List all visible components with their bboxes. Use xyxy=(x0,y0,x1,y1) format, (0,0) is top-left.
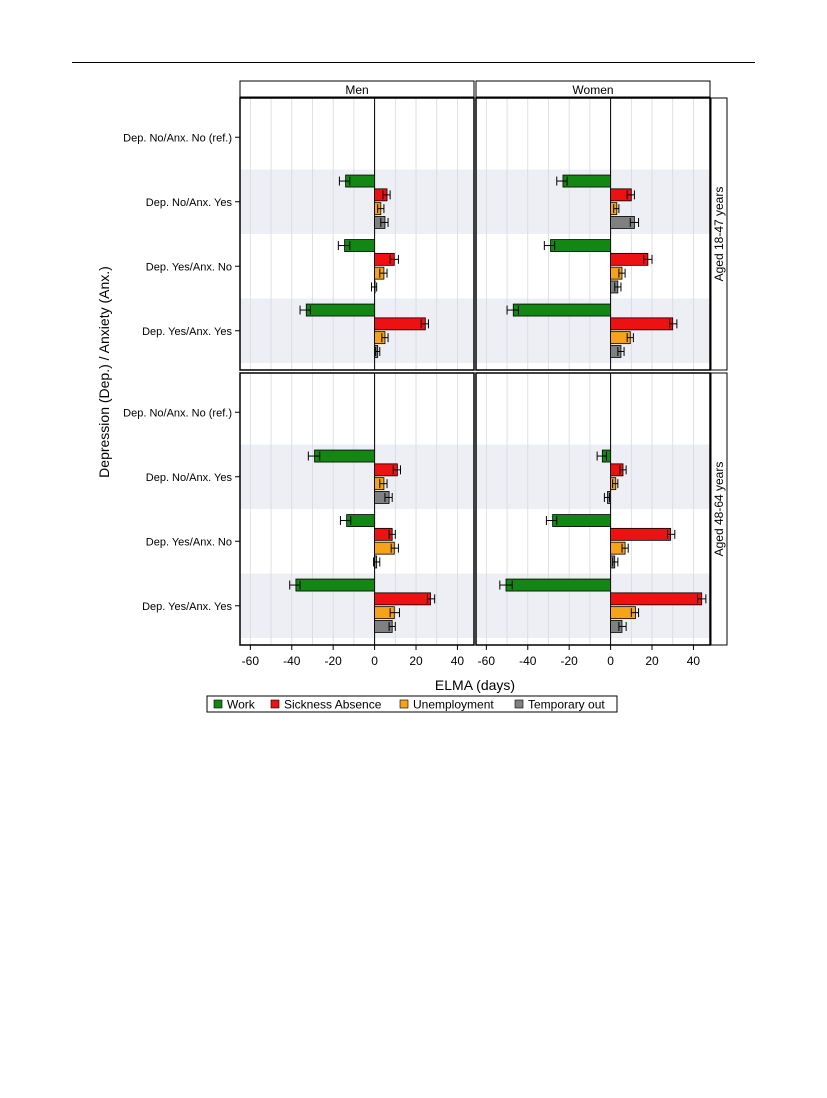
row-strip-label: Aged 18-47 years xyxy=(712,187,726,282)
row-strip-label: Aged 48-64 years xyxy=(712,462,726,557)
chart-panel: -60 -40 -20 0 20 40 xyxy=(475,372,711,668)
legend-swatch xyxy=(399,699,409,709)
row-strip-box xyxy=(710,97,728,371)
x-tick-label: -40 xyxy=(519,654,537,668)
bar-sickness-absence xyxy=(610,252,649,266)
panel-frame xyxy=(475,372,711,646)
y-tick-label: Dep. No/Anx. No (ref.) xyxy=(123,407,232,419)
y-tick-label: Dep. Yes/Anx. No xyxy=(146,261,232,273)
x-tick-label: -60 xyxy=(242,654,260,668)
bar-sickness-absence xyxy=(374,592,431,606)
x-tick-label: -20 xyxy=(561,654,579,668)
category-band xyxy=(476,444,710,509)
page-header-rule xyxy=(72,62,755,63)
legend-label: Sickness Absence xyxy=(284,698,382,712)
bar-work xyxy=(295,578,376,592)
bar-work xyxy=(314,449,376,463)
bar-sickness-absence xyxy=(610,592,703,606)
panel-frame xyxy=(239,97,475,371)
column-header-label: Women xyxy=(572,83,613,97)
legend-swatch xyxy=(270,699,280,709)
bar-sickness-absence xyxy=(610,527,672,541)
panel-frame xyxy=(239,372,475,646)
chart-panel: Dep. No/Anx. No (ref.) Dep. No/Anx. Yes De… xyxy=(123,372,475,668)
panel-frame xyxy=(475,97,711,371)
y-tick-label: Dep. No/Anx. No (ref.) xyxy=(123,132,232,144)
bar-work xyxy=(305,303,376,317)
x-tick-label: 40 xyxy=(687,654,701,668)
bar-work xyxy=(550,239,612,252)
column-header-label: Men xyxy=(345,83,368,97)
chart-panel: Dep. No/Anx. No (ref.) Dep. No/Anx. Yes De… xyxy=(123,97,475,371)
column-header-box xyxy=(475,80,711,98)
y-tick-label: Dep. No/Anx. Yes xyxy=(146,472,233,484)
y-tick-label: Dep. Yes/Anx. No xyxy=(146,536,232,548)
legend-swatch xyxy=(213,699,223,709)
x-tick-label: -20 xyxy=(325,654,343,668)
x-tick-label: -60 xyxy=(478,654,496,668)
legend-label: Temporary out xyxy=(528,698,605,712)
x-tick-label: 40 xyxy=(451,654,465,668)
legend-box xyxy=(206,695,618,713)
x-tick-label: 20 xyxy=(645,654,659,668)
y-tick-label: Dep. No/Anx. Yes xyxy=(146,197,233,209)
x-tick-label: 0 xyxy=(371,654,378,668)
row-strip-box xyxy=(710,372,728,646)
x-tick-label: 0 xyxy=(607,654,614,668)
y-tick-label: Dep. Yes/Anx. Yes xyxy=(142,326,232,338)
legend-label: Work xyxy=(227,698,256,712)
chart-panel xyxy=(475,97,711,371)
bar-sickness-absence xyxy=(374,317,426,331)
bar-work xyxy=(552,514,612,527)
bar-work xyxy=(562,174,612,188)
bar-work xyxy=(512,303,612,317)
y-tick-label: Dep. Yes/Anx. Yes xyxy=(142,601,232,613)
column-header-box xyxy=(239,80,475,98)
x-axis-title: ELMA (days) xyxy=(435,677,515,693)
bar-work xyxy=(505,578,612,592)
legend-label: Unemployment xyxy=(413,698,494,712)
x-tick-label: -40 xyxy=(283,654,301,668)
y-axis-title: Depression (Dep.) / Anxiety (Anx.) xyxy=(96,266,112,478)
bar-sickness-absence xyxy=(610,317,674,331)
x-tick-label: 20 xyxy=(409,654,423,668)
legend-swatch xyxy=(514,699,524,709)
